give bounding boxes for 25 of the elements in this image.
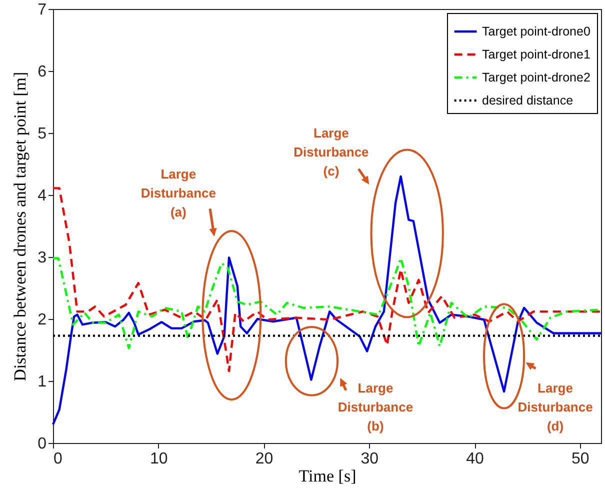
- y-tick-label: 6: [38, 64, 47, 80]
- annotation: Large Disturbance (a): [140, 166, 216, 220]
- y-tick-label: 0: [38, 436, 47, 452]
- annotation: Large Disturbance (c): [294, 126, 369, 179]
- x-tick-label: 30: [360, 450, 379, 468]
- y-axis-title: Distance between drones and target point [m]: [10, 72, 30, 382]
- line-series: [52, 187, 602, 372]
- y-tick-label: 7: [38, 2, 47, 18]
- legend-label: Target point-drone1: [482, 48, 590, 62]
- x-axis-title: Time [s]: [298, 466, 356, 486]
- y-tick-label: 1: [38, 374, 47, 390]
- legend-label: desired distance: [482, 94, 574, 108]
- y-tick-label: 2: [38, 312, 47, 328]
- y-tick-label: 3: [38, 250, 47, 266]
- y-tick-label: 5: [38, 126, 47, 142]
- legend-label: Target point-drone0: [482, 24, 590, 38]
- annotation: Large Disturbance (d): [518, 380, 593, 434]
- legend-label: Target point-drone2: [482, 70, 590, 84]
- x-tick-label: 0: [54, 450, 62, 468]
- x-tick-label: 10: [150, 450, 168, 468]
- y-tick-label: 4: [38, 188, 47, 204]
- x-tick-label: 50: [572, 450, 590, 468]
- annotation: Large Disturbance (b): [338, 380, 414, 434]
- x-tick-label: 40: [466, 450, 484, 468]
- x-tick-label: 20: [255, 450, 274, 468]
